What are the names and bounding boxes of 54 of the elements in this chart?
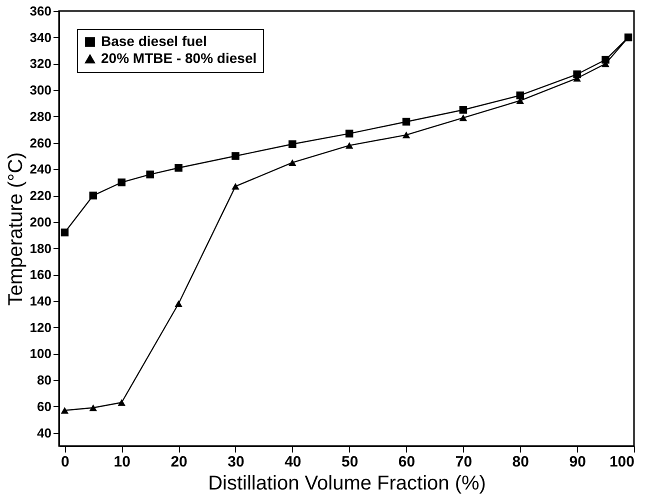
point [402, 132, 410, 138]
y-tick-label: 200 [30, 214, 52, 230]
y-tick-label: 260 [30, 135, 52, 150]
point [516, 91, 524, 100]
y-tick-label: 320 [30, 56, 52, 72]
y-tick-label: 120 [30, 320, 52, 335]
point [60, 407, 69, 414]
x-tick-label: 40 [284, 454, 302, 470]
y-tick-label: 340 [30, 30, 52, 45]
point [118, 178, 126, 186]
point [60, 228, 69, 236]
point [232, 182, 240, 190]
point [288, 159, 296, 166]
point [345, 130, 354, 138]
point [345, 142, 354, 149]
y-tick-label: 160 [30, 267, 52, 282]
y-tick-label: 360 [30, 4, 52, 18]
y-tick-label: 140 [30, 294, 52, 308]
point [89, 404, 98, 412]
point [232, 152, 240, 160]
y-tick-label: 40 [37, 425, 52, 440]
point [118, 399, 126, 406]
y-tick-label: 80 [37, 372, 52, 388]
y-tick-label: 60 [37, 398, 52, 414]
point [459, 114, 468, 122]
y-tick-label: 220 [30, 188, 52, 204]
x-tick-label: 100 [609, 454, 634, 470]
point [89, 192, 98, 200]
y-tick-label: 300 [30, 82, 52, 98]
x-tick-label: 60 [398, 454, 416, 470]
x-axis-title: Distillation Volume Fraction (%) [208, 472, 486, 494]
point [459, 106, 468, 114]
point [146, 170, 154, 178]
y-tick-label: 280 [30, 108, 52, 124]
x-tick-label: 80 [512, 454, 529, 470]
y-tick-label: 180 [30, 240, 52, 256]
y-axis-title: Temperature (°C) [4, 152, 27, 306]
point [573, 70, 581, 78]
legend-label: Base diesel fuel [101, 33, 207, 49]
point [602, 56, 610, 64]
y-tick-label: 240 [30, 162, 52, 177]
x-tick-label: 10 [114, 454, 130, 470]
point [288, 140, 296, 148]
x-tick-label: 50 [342, 454, 358, 470]
x-tick-label: 0 [61, 454, 70, 470]
x-tick-label: 90 [569, 454, 586, 470]
point [402, 118, 410, 126]
x-tick-label: 30 [228, 454, 244, 470]
point [174, 164, 182, 172]
y-tick-label: 100 [30, 346, 52, 362]
legend-label: 20% MTBE - 80% diesel [101, 50, 257, 66]
point [174, 300, 182, 307]
x-tick-label: 70 [455, 454, 472, 470]
x-tick-label: 20 [170, 454, 188, 470]
